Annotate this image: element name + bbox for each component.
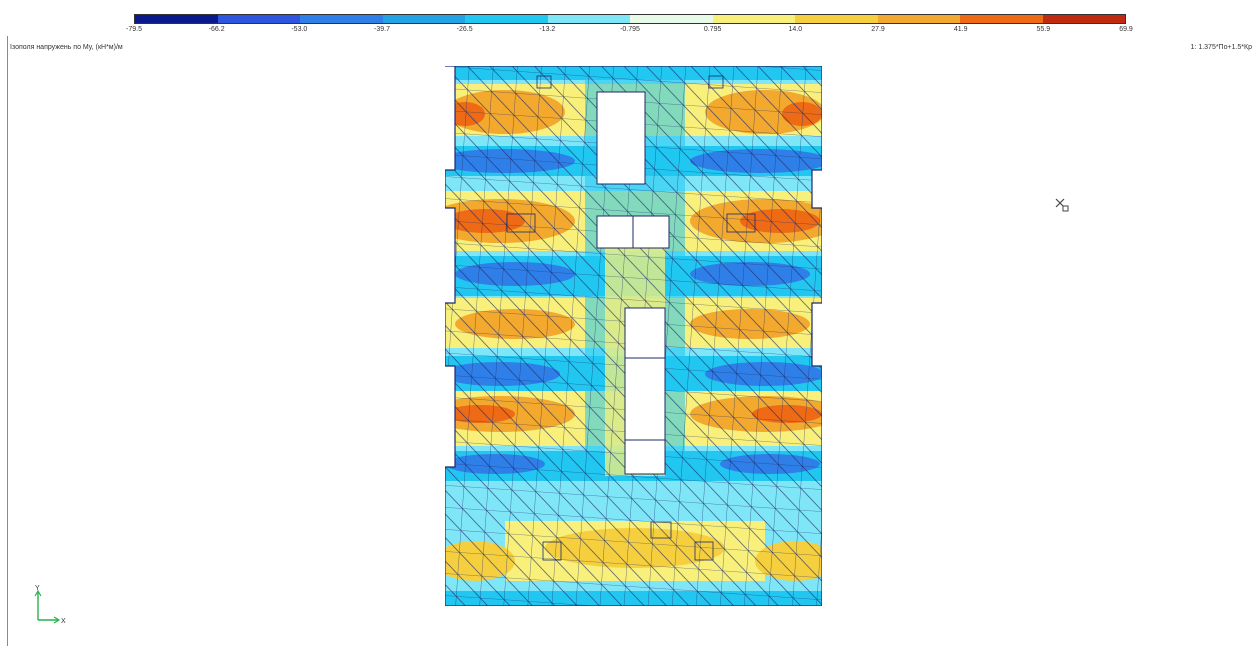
legend-swatch <box>382 15 465 23</box>
legend-swatch <box>217 15 300 23</box>
legend-swatch <box>135 15 218 23</box>
column-nodes <box>506 75 756 561</box>
legend-swatch <box>960 15 1043 23</box>
legend-tick-label: -0.795 <box>620 26 640 33</box>
y-axis-label: Y <box>35 585 40 592</box>
legend-tick-label: -66.2 <box>208 26 225 33</box>
legend-tick-label: 55.9 <box>1036 26 1051 33</box>
legend-swatch <box>630 15 713 23</box>
legend-tick-label: 14.0 <box>788 26 803 33</box>
legend-tick-label: -79.5 <box>126 26 142 33</box>
legend-tick-label: -53.0 <box>291 26 308 33</box>
color-legend-bar <box>134 14 1126 24</box>
legend-swatch <box>1042 15 1125 23</box>
legend-swatch <box>465 15 548 23</box>
x-axis-label: X <box>61 618 66 625</box>
move-cursor-icon <box>1055 198 1069 212</box>
coordinate-axes: Y X <box>34 585 66 625</box>
legend-swatch <box>795 15 878 23</box>
viewport-border <box>7 36 8 646</box>
legend-swatch <box>712 15 795 23</box>
slab-contour-plot[interactable] <box>445 66 822 606</box>
legend-tick-label: 41.9 <box>953 26 968 33</box>
result-title: Ізополя напружень по My, (кН*м)/м <box>10 44 123 51</box>
legend-tick-label: 27.9 <box>871 26 885 33</box>
legend-swatch <box>877 15 960 23</box>
slab-openings <box>596 91 670 475</box>
load-combination-label: 1: 1.375*По+1.5*Кр <box>1190 44 1252 51</box>
legend-swatch <box>547 15 630 23</box>
legend-tick-label: -26.5 <box>456 26 473 33</box>
legend-tick-label: 0.795 <box>703 26 722 33</box>
legend-swatch <box>300 15 383 23</box>
legend-tick-label: -39.7 <box>374 26 390 33</box>
legend-tick-label: 69.9 <box>1119 26 1133 33</box>
legend-tick-label: -13.2 <box>539 26 556 33</box>
